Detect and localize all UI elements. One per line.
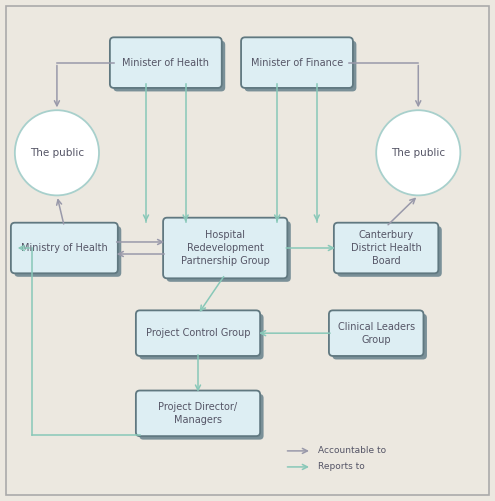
Circle shape xyxy=(15,110,99,195)
FancyBboxPatch shape xyxy=(110,38,222,88)
FancyBboxPatch shape xyxy=(338,226,442,277)
Text: Canterbury
District Health
Board: Canterbury District Health Board xyxy=(351,230,421,266)
FancyBboxPatch shape xyxy=(245,41,356,92)
FancyBboxPatch shape xyxy=(140,394,263,440)
FancyBboxPatch shape xyxy=(14,226,121,277)
Text: Minister of Health: Minister of Health xyxy=(122,58,209,68)
FancyBboxPatch shape xyxy=(329,310,423,356)
Text: Accountable to: Accountable to xyxy=(318,446,386,455)
Text: Ministry of Health: Ministry of Health xyxy=(21,243,108,253)
FancyBboxPatch shape xyxy=(166,221,291,282)
FancyBboxPatch shape xyxy=(333,314,427,360)
FancyBboxPatch shape xyxy=(163,218,287,279)
Text: Project Director/
Managers: Project Director/ Managers xyxy=(158,402,238,425)
FancyBboxPatch shape xyxy=(136,310,260,356)
Circle shape xyxy=(376,110,460,195)
FancyBboxPatch shape xyxy=(11,222,118,274)
FancyBboxPatch shape xyxy=(140,314,263,360)
Text: The public: The public xyxy=(391,148,446,158)
Text: Minister of Finance: Minister of Finance xyxy=(251,58,343,68)
Text: Reports to: Reports to xyxy=(318,462,364,471)
FancyBboxPatch shape xyxy=(334,222,439,274)
FancyBboxPatch shape xyxy=(113,41,225,92)
Text: The public: The public xyxy=(30,148,84,158)
Text: Hospital
Redevelopment
Partnership Group: Hospital Redevelopment Partnership Group xyxy=(181,230,270,266)
Text: Project Control Group: Project Control Group xyxy=(146,328,250,338)
FancyBboxPatch shape xyxy=(136,391,260,436)
FancyBboxPatch shape xyxy=(241,38,353,88)
Text: Clinical Leaders
Group: Clinical Leaders Group xyxy=(338,322,415,345)
